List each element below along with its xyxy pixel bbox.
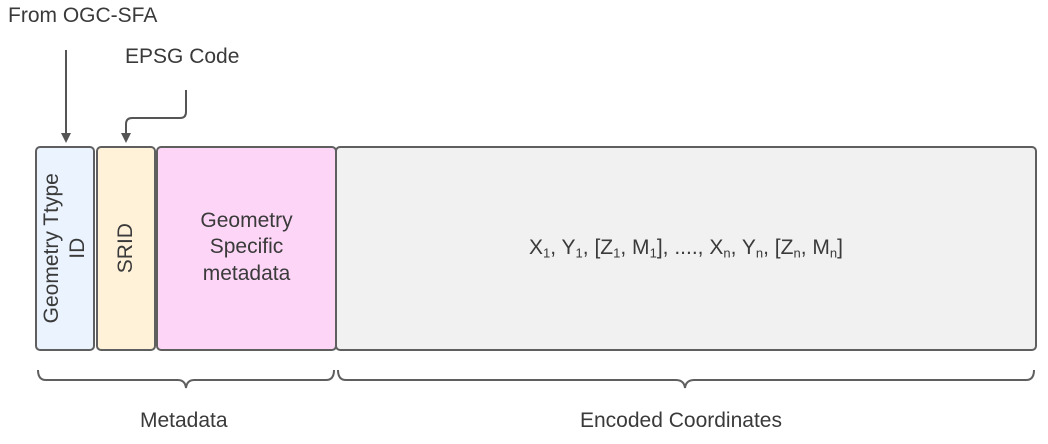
geometry-metadata-text: Geometry Specific metadata — [200, 208, 292, 287]
formula-text: , Y — [730, 236, 756, 260]
geometry-specific-metadata-field: Geometry Specific metadata — [156, 146, 337, 351]
formula-subscript: n — [755, 245, 764, 261]
formula-text: , M — [620, 236, 650, 260]
encoded-coordinates-group-label: Encoded Coordinates — [580, 409, 782, 432]
srid-label: SRID — [113, 223, 137, 274]
epsg-code-label: EPSG Code — [125, 45, 240, 68]
formula-text: , Y — [550, 236, 576, 260]
formula-text: ] — [837, 236, 843, 260]
geometry-type-field: Geometry Ttype ID — [35, 146, 95, 351]
geometry-metadata-line2: Specific — [209, 235, 284, 259]
formula-text: , [Z — [763, 236, 794, 260]
formula-subscript: 1 — [649, 245, 657, 261]
formula-text: , [Z — [582, 236, 614, 260]
geometry-type-line2: ID — [66, 238, 90, 260]
formula-subscript: n — [723, 245, 731, 261]
srid-field: SRID — [96, 146, 156, 351]
formula-subscript: 1 — [543, 245, 551, 261]
geometry-metadata-line3: metadata — [202, 261, 291, 285]
formula-subscript: n — [793, 245, 801, 261]
from-ogc-label: From OGC-SFA — [8, 4, 158, 27]
formula-subscript: 1 — [613, 245, 621, 261]
geometry-metadata-line1: Geometry — [200, 209, 293, 232]
formula-text: , M — [800, 236, 830, 260]
geometry-type-text: Geometry Ttype ID — [39, 173, 92, 323]
geometry-type-line1: Geometry Ttype — [39, 173, 63, 324]
encoded-coordinates-field: X1, Y1, [Z1, M1], ...., Xn, Yn, [Zn, Mn] — [335, 146, 1037, 351]
coordinates-formula: X1, Y1, [Z1, M1], ...., Xn, Yn, [Zn, Mn] — [529, 235, 843, 261]
encoded-coordinates-brace — [337, 369, 1035, 389]
epsg-code-arrow — [121, 90, 187, 143]
formula-subscript: n — [829, 245, 838, 261]
formula-text: ], ...., X — [656, 236, 724, 260]
metadata-group-label: Metadata — [140, 409, 228, 432]
formula-text: X — [528, 236, 543, 260]
formula-subscript: 1 — [575, 245, 583, 261]
metadata-brace — [37, 369, 335, 389]
